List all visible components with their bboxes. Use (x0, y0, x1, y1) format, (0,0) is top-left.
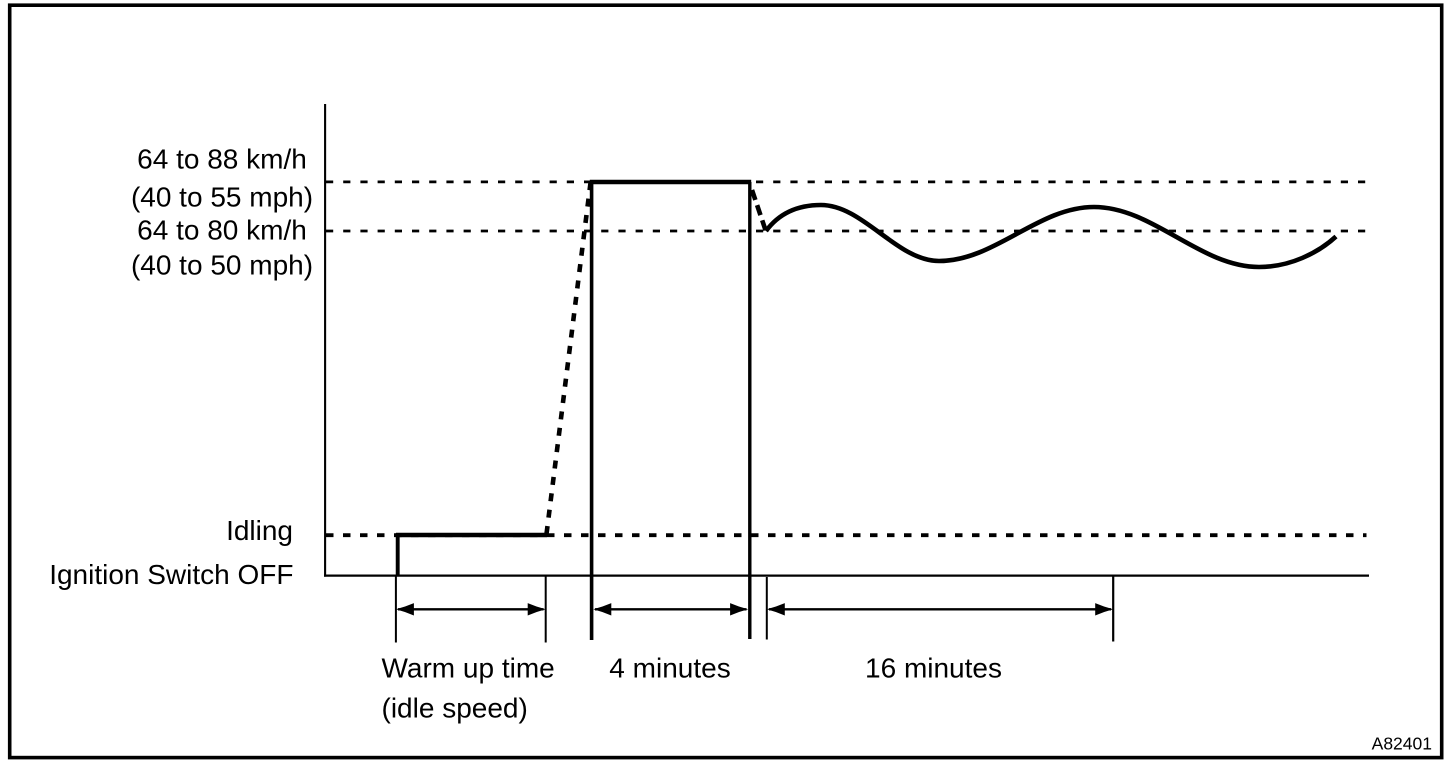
svg-text:(idle speed): (idle speed) (382, 693, 528, 724)
svg-text:(40 to 55 mph): (40 to 55 mph) (131, 182, 313, 213)
svg-text:4 minutes: 4 minutes (609, 653, 730, 684)
svg-text:Idling: Idling (226, 515, 293, 546)
svg-text:64 to 88 km/h: 64 to 88 km/h (137, 144, 307, 175)
svg-text:(40 to 50 mph): (40 to 50 mph) (131, 249, 313, 280)
svg-text:64 to 80 km/h: 64 to 80 km/h (137, 215, 307, 246)
svg-text:Ignition Switch OFF: Ignition Switch OFF (49, 559, 293, 590)
svg-text:Warm up time: Warm up time (382, 653, 555, 684)
svg-text:16 minutes: 16 minutes (865, 653, 1002, 684)
svg-text:A82401: A82401 (1372, 734, 1432, 754)
